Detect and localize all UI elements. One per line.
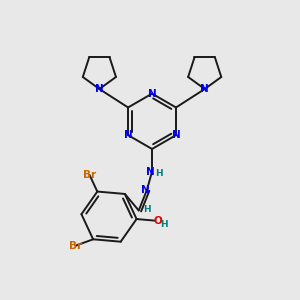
- Text: Br: Br: [83, 170, 96, 180]
- Text: Br: Br: [69, 241, 82, 250]
- Text: N: N: [140, 185, 149, 195]
- Text: O: O: [154, 216, 162, 226]
- Text: N: N: [146, 167, 154, 176]
- Text: N: N: [172, 130, 180, 140]
- Text: H: H: [160, 220, 168, 229]
- Text: N: N: [95, 84, 104, 94]
- Text: N: N: [124, 130, 133, 140]
- Text: N: N: [200, 84, 209, 94]
- Text: H: H: [155, 169, 163, 178]
- Text: H: H: [143, 205, 151, 214]
- Text: N: N: [148, 88, 156, 99]
